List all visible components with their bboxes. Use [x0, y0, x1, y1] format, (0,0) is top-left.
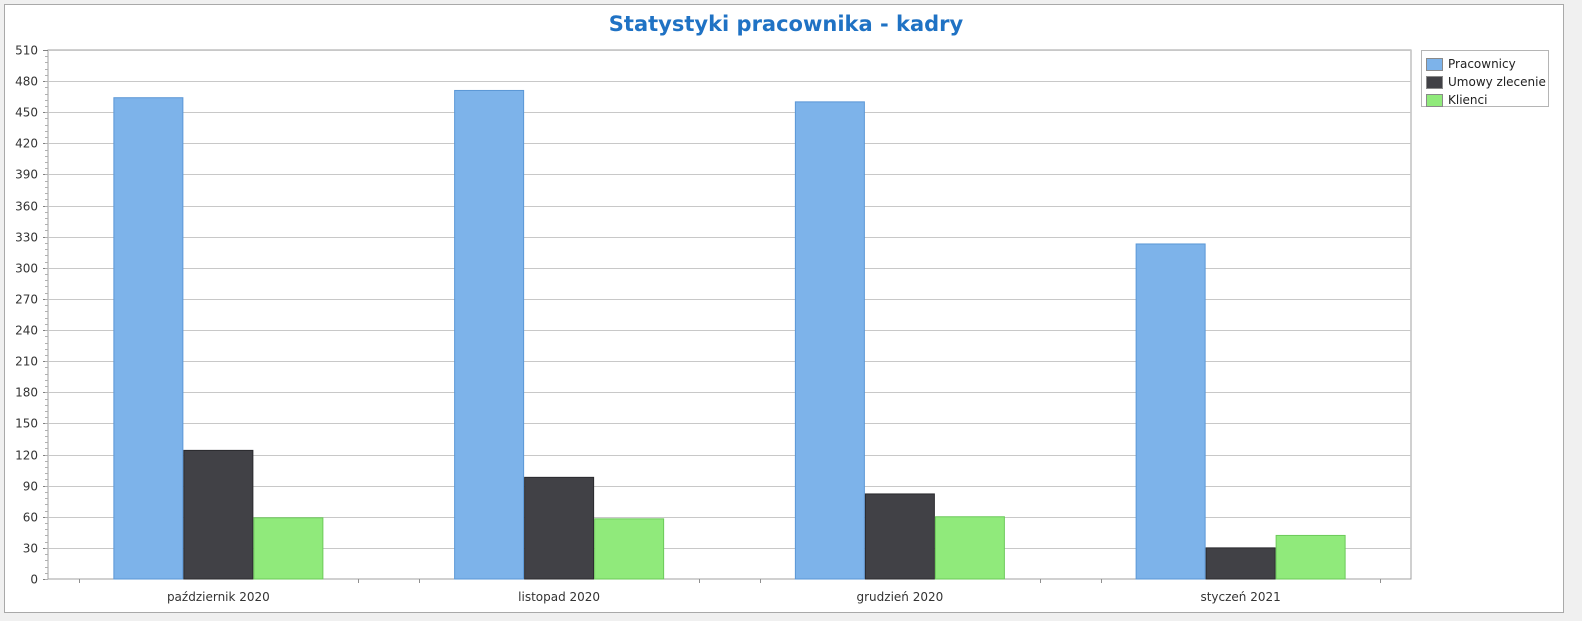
y-tick-label: 150 [15, 417, 38, 431]
legend-item-klienci: Klienci [1426, 91, 1548, 109]
y-tick-label: 210 [15, 355, 38, 369]
y-tick-label: 300 [15, 262, 38, 276]
x-tick-label: grudzień 2020 [857, 590, 944, 604]
y-tick-label: 510 [15, 44, 38, 58]
legend-item-umowy-zlecenie: Umowy zlecenie [1426, 73, 1548, 91]
legend-swatch [1426, 93, 1443, 107]
legend-swatch [1426, 57, 1443, 71]
y-tick-label: 420 [15, 137, 38, 151]
bar-umowy-zlecenie [864, 493, 935, 580]
y-tick-label: 360 [15, 200, 38, 214]
bar-pracownicy [794, 101, 865, 580]
y-tick-label: 120 [15, 449, 38, 463]
y-tick-label: 480 [15, 75, 38, 89]
legend-item-pracownicy: Pracownicy [1426, 55, 1548, 73]
chart-title: Statystyki pracownika - kadry [608, 12, 964, 36]
legend-label: Klienci [1448, 93, 1488, 107]
legend-label: Umowy zlecenie [1448, 75, 1546, 89]
y-tick-label: 180 [15, 386, 38, 400]
bar-klienci [253, 517, 324, 580]
chart-legend: Pracownicy Umowy zlecenie Klienci [1421, 50, 1549, 107]
x-tick-label: listopad 2020 [518, 590, 600, 604]
y-tick-label: 240 [15, 324, 38, 338]
y-tick-label: 270 [15, 293, 38, 307]
bar-klienci [934, 516, 1005, 580]
bar-pracownicy [113, 97, 184, 580]
y-tick-label: 330 [15, 231, 38, 245]
legend-swatch [1426, 75, 1443, 89]
y-tick-label: 30 [23, 542, 38, 556]
x-tick-label: styczeń 2021 [1200, 590, 1280, 604]
y-tick-label: 450 [15, 106, 38, 120]
y-tick-label: 60 [23, 511, 38, 525]
bar-pracownicy [1135, 243, 1206, 580]
bar-umowy-zlecenie [524, 476, 595, 580]
bar-umowy-zlecenie [1205, 547, 1276, 580]
y-tick-label: 0 [30, 573, 38, 587]
bar-umowy-zlecenie [183, 449, 254, 580]
y-tick-label: 390 [15, 168, 38, 182]
legend-label: Pracownicy [1448, 57, 1516, 71]
x-tick-label: październik 2020 [167, 590, 270, 604]
bar-klienci [1275, 534, 1346, 580]
bar-klienci [594, 518, 665, 580]
y-tick-label: 90 [23, 480, 38, 494]
bar-pracownicy [454, 89, 525, 580]
